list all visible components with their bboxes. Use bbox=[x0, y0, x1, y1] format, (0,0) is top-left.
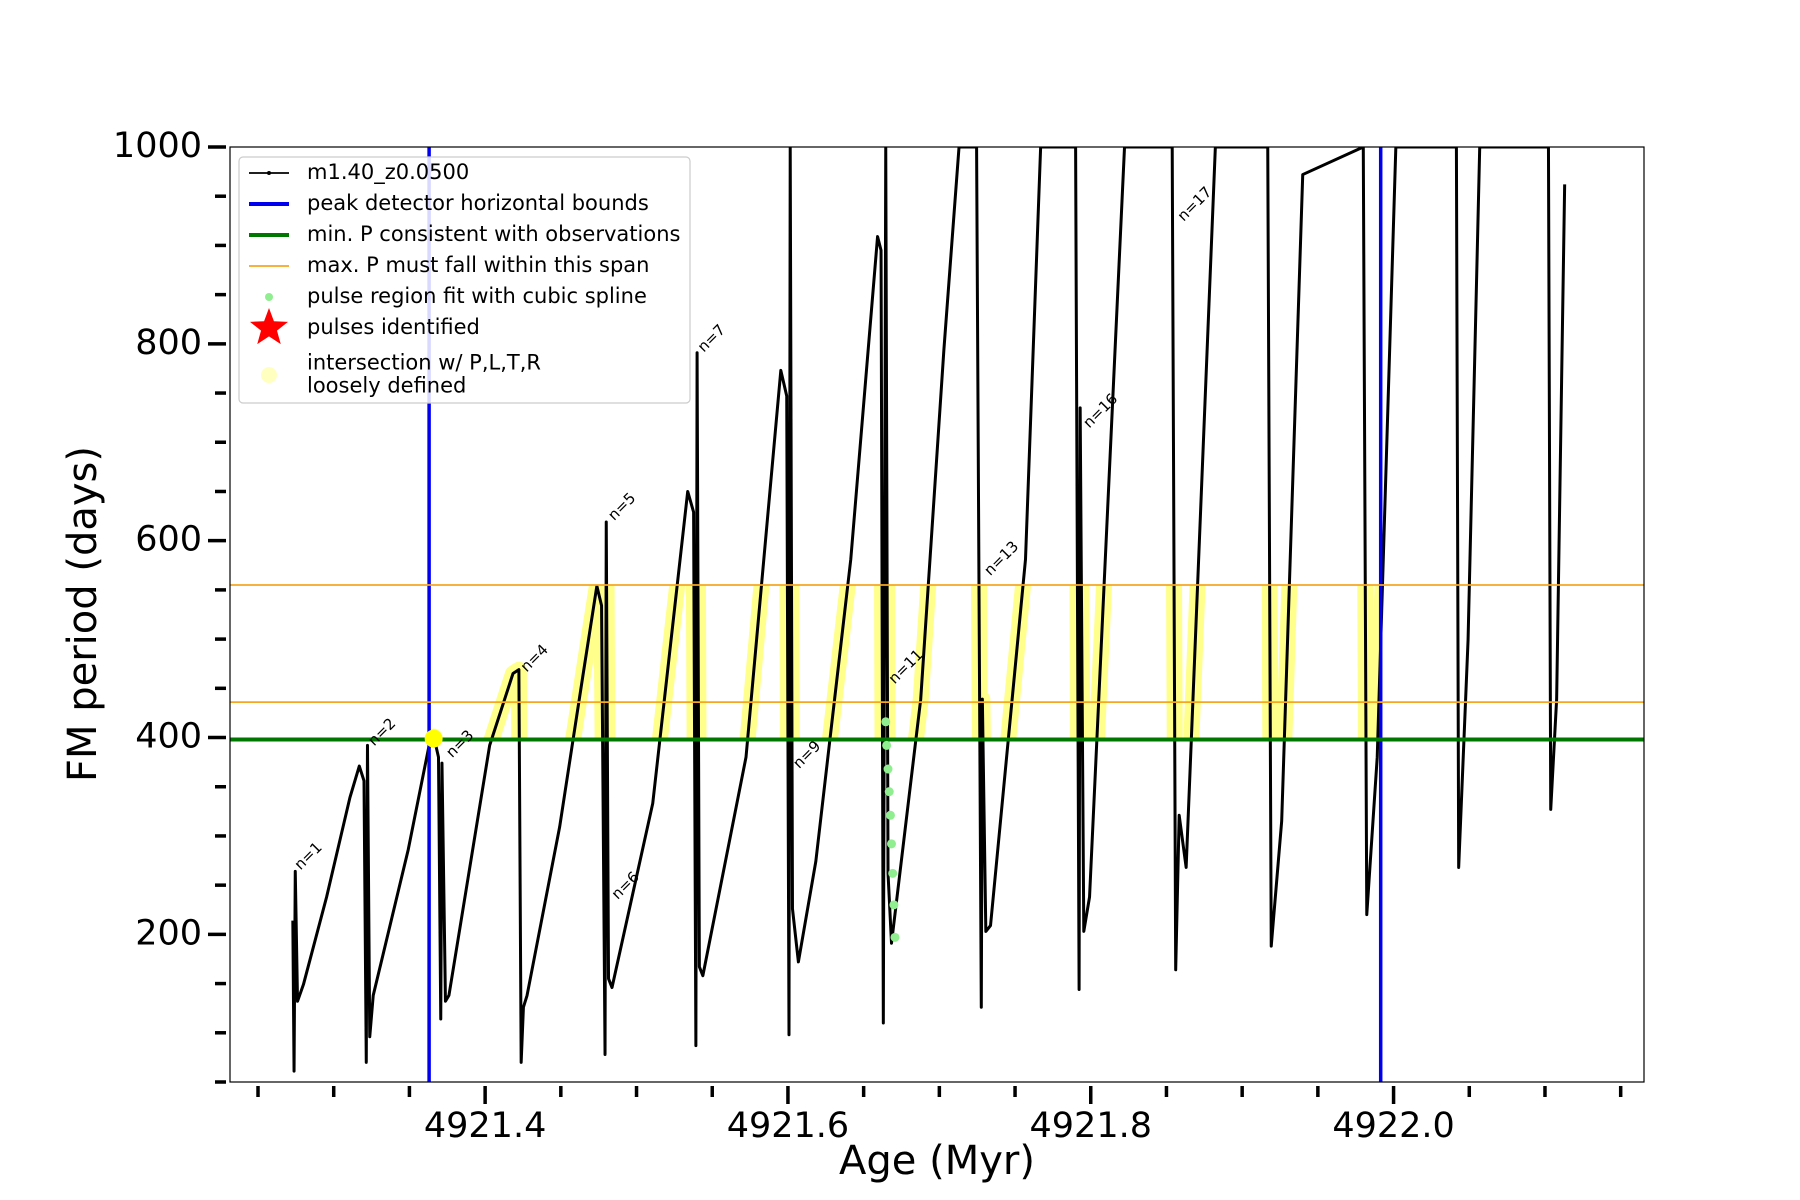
point bbox=[424, 729, 443, 748]
y-axis-label: FM period (days) bbox=[60, 446, 106, 782]
x-axis-label: Age (Myr) bbox=[839, 1138, 1035, 1184]
legend-label: pulse region fit with cubic spline bbox=[307, 284, 647, 308]
legend-label: intersection w/ P,L,T,R loosely defined bbox=[307, 350, 541, 397]
y-tick-label: 200 bbox=[135, 913, 202, 953]
legend-marker bbox=[267, 171, 271, 175]
legend-label: max. P must fall within this span bbox=[307, 253, 649, 277]
x-tick-label: 4921.6 bbox=[727, 1106, 849, 1146]
point bbox=[890, 932, 900, 942]
y-tick-label: 800 bbox=[135, 323, 202, 363]
point bbox=[885, 810, 895, 820]
point bbox=[887, 839, 897, 849]
legend-label: m1.40_z0.0500 bbox=[307, 160, 469, 185]
point bbox=[884, 787, 894, 797]
y-tick-label: 400 bbox=[135, 717, 202, 757]
plot-area bbox=[230, 147, 1644, 1082]
x-tick-label: 4921.8 bbox=[1030, 1106, 1152, 1146]
y-tick-label: 1000 bbox=[113, 126, 202, 166]
point bbox=[882, 740, 892, 750]
axes-frame bbox=[229, 146, 1645, 1083]
point bbox=[889, 900, 899, 910]
legend-box bbox=[238, 156, 691, 404]
point bbox=[888, 868, 898, 878]
legend-marker bbox=[249, 308, 289, 345]
legend-label: min. P consistent with observations bbox=[307, 222, 680, 246]
legend-label: peak detector horizontal bounds bbox=[307, 191, 649, 215]
x-tick-label: 4921.4 bbox=[424, 1106, 546, 1146]
legend-marker bbox=[261, 367, 277, 383]
x-tick-label: 4922.0 bbox=[1332, 1106, 1454, 1146]
point bbox=[883, 764, 893, 774]
point bbox=[881, 717, 891, 727]
legend-marker bbox=[265, 293, 273, 301]
y-tick-label: 600 bbox=[135, 520, 202, 560]
legend-label: pulses identified bbox=[307, 315, 480, 339]
